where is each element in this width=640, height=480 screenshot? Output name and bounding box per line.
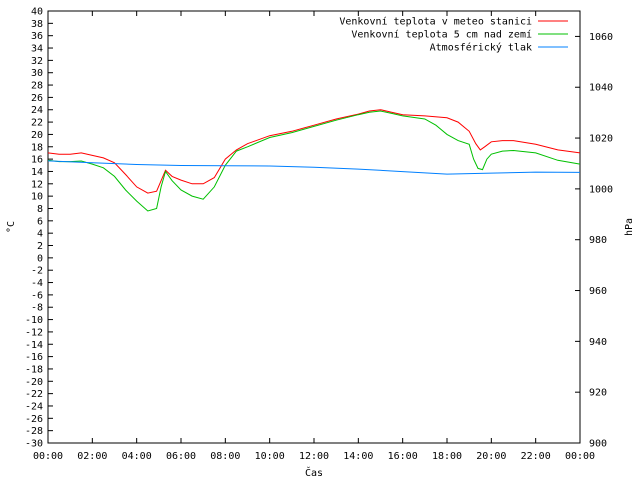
y-tick-label: 30 — [31, 68, 43, 79]
y-tick-label: 6 — [37, 216, 43, 227]
y-tick-label: 10 — [31, 192, 43, 203]
y-tick-label: -14 — [25, 340, 43, 351]
y-tick-label: 4 — [37, 229, 43, 240]
y2-tick-label: 1000 — [589, 184, 613, 195]
y-tick-label: 12 — [31, 179, 43, 190]
y-tick-label: -18 — [25, 364, 43, 375]
y-tick-label: 22 — [31, 118, 43, 129]
x-axis: 00:00 02:00 04:00 06:00 08:00 10:00 12:00 14:00… — [33, 11, 595, 462]
y-tick-label: 0 — [37, 253, 43, 264]
y-tick-label: -20 — [25, 377, 43, 388]
x-tick-label: 00:00 — [565, 451, 595, 462]
y2-tick-label: 940 — [589, 337, 607, 348]
y-tick-label: 38 — [31, 19, 43, 30]
y-axis-label: °C — [6, 221, 17, 233]
x-tick-label: 16:00 — [388, 451, 418, 462]
y2-tick-label: 980 — [589, 235, 607, 246]
y2-tick-label: 1020 — [589, 134, 613, 145]
y2-tick-label: 900 — [589, 439, 607, 450]
y2-tick-label: 1040 — [589, 83, 613, 94]
y-tick-label: -8 — [31, 303, 43, 314]
y-tick-label: -2 — [31, 266, 43, 277]
plot-border — [47, 10, 581, 444]
y-tick-label: -28 — [25, 426, 43, 437]
y2-axis-label: hPa — [624, 218, 635, 236]
y2-tick-label: 920 — [589, 388, 607, 399]
series-line-3 — [47, 160, 581, 175]
y-tick-label: -26 — [25, 414, 43, 425]
x-tick-label: 02:00 — [77, 451, 107, 462]
legend-label: Atmosférický tlak — [430, 42, 532, 54]
y2-tick-label: 1060 — [589, 32, 613, 43]
legend-label: Venkovní teplota 5 cm nad zemí — [351, 29, 532, 41]
y-tick-label: 36 — [31, 31, 43, 42]
y-tick-label: 2 — [37, 241, 43, 252]
x-tick-label: 10:00 — [255, 451, 285, 462]
left-axis: 4038363432302826242220181614121086420-2-… — [25, 7, 53, 450]
y-tick-label: 28 — [31, 81, 43, 92]
y-tick-label: -10 — [25, 315, 43, 326]
series-line-1 — [47, 109, 581, 194]
legend: Venkovní teplota v meteo staniciVenkovní… — [339, 16, 568, 54]
y-tick-label: 18 — [31, 142, 43, 153]
y2-tick-label: 960 — [589, 286, 607, 297]
y-tick-label: 40 — [31, 7, 43, 18]
x-tick-label: 20:00 — [476, 451, 506, 462]
right-axis: 1060 1040 1020 1000 980 960 940 920 900 — [575, 32, 613, 450]
y-tick-label: 16 — [31, 155, 43, 166]
x-tick-label: 00:00 — [33, 451, 63, 462]
x-tick-label: 22:00 — [521, 451, 551, 462]
x-tick-label: 06:00 — [166, 451, 196, 462]
y-tick-label: -12 — [25, 327, 43, 338]
x-tick-label: 08:00 — [210, 451, 240, 462]
y-tick-label: 26 — [31, 93, 43, 104]
plot-frame — [47, 10, 581, 444]
x-axis-label: Čas — [305, 466, 323, 479]
x-tick-label: 04:00 — [122, 451, 152, 462]
y-tick-label: -6 — [31, 290, 43, 301]
legend-label: Venkovní teplota v meteo stanici — [339, 16, 532, 28]
x-tick-label: 18:00 — [432, 451, 462, 462]
y-tick-label: -4 — [31, 278, 43, 289]
y-tick-label: 24 — [31, 105, 43, 116]
y-tick-label: 20 — [31, 130, 43, 141]
y-tick-label: -16 — [25, 352, 43, 363]
series-line-2 — [47, 110, 581, 212]
y-tick-label: 8 — [37, 204, 43, 215]
y-tick-label: -30 — [25, 439, 43, 450]
x-tick-label: 14:00 — [343, 451, 373, 462]
series-layer — [47, 109, 581, 212]
y-tick-label: 34 — [31, 44, 43, 55]
y-tick-label: 14 — [31, 167, 43, 178]
y-tick-label: -22 — [25, 389, 43, 400]
x-tick-label: 12:00 — [299, 451, 329, 462]
y-tick-label: 32 — [31, 56, 43, 67]
y-tick-label: -24 — [25, 401, 43, 412]
